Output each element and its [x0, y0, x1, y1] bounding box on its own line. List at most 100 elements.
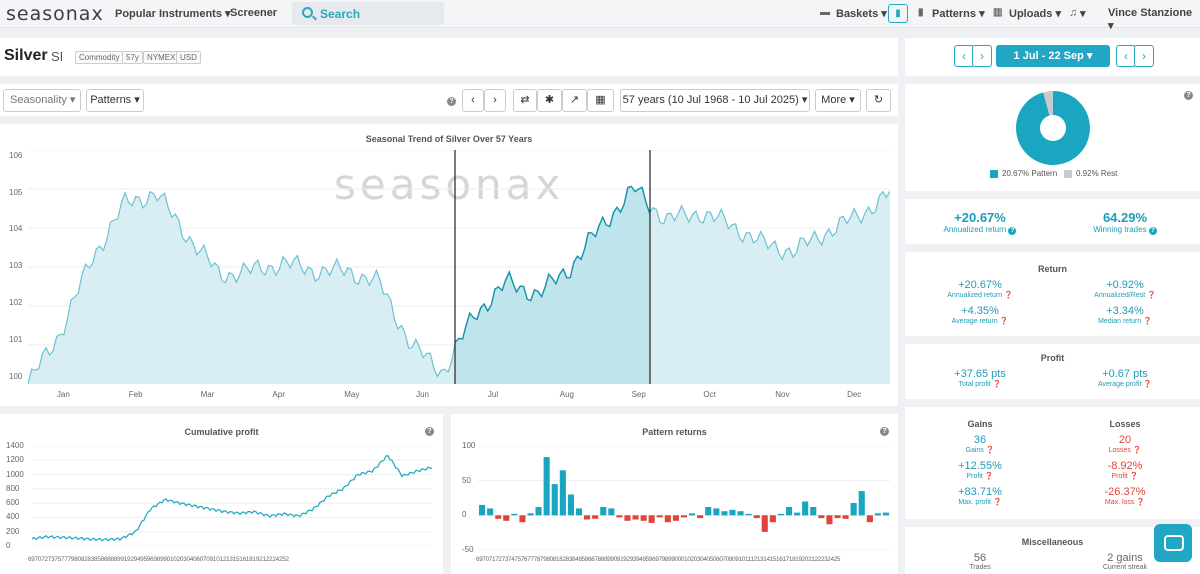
reset-icon[interactable]: ↻ — [866, 89, 891, 112]
return-bar[interactable] — [648, 515, 655, 523]
return-bar[interactable] — [624, 515, 631, 521]
return-bar[interactable] — [858, 491, 865, 516]
return-bar[interactable] — [850, 502, 857, 516]
return-bar[interactable] — [592, 515, 599, 519]
return-bar[interactable] — [656, 515, 663, 518]
return-bar[interactable] — [745, 513, 752, 516]
chevron-right-icon[interactable]: › — [484, 89, 506, 112]
pattern-returns-bar-chart[interactable] — [478, 446, 890, 550]
return-bar[interactable] — [882, 512, 889, 516]
return-bar[interactable] — [640, 515, 647, 521]
return-bar[interactable] — [527, 513, 534, 516]
help-icon[interactable]: ❓ — [999, 318, 1009, 325]
help-icon[interactable]: ❓ — [1129, 473, 1139, 480]
return-bar[interactable] — [810, 507, 817, 516]
help-icon[interactable]: ? — [1008, 227, 1017, 235]
return-bar[interactable] — [608, 508, 615, 516]
chat-support-button[interactable] — [1154, 524, 1192, 562]
notifications-dropdown[interactable]: ▾ — [1080, 8, 1086, 20]
return-bar[interactable] — [842, 515, 849, 519]
shift-forward-button[interactable]: › — [1134, 45, 1154, 67]
return-bar[interactable] — [503, 515, 510, 521]
patterns-dropdown[interactable]: Patterns ▾ — [86, 89, 144, 112]
seasonal-line-chart[interactable] — [28, 150, 890, 384]
search-box[interactable]: Search — [292, 2, 444, 25]
seasonality-dropdown[interactable]: Seasonality ▾ — [3, 89, 81, 112]
help-icon[interactable]: ❓ — [1147, 292, 1156, 299]
return-bar[interactable] — [761, 515, 768, 532]
uploads-menu[interactable]: Uploads ▾ — [1009, 8, 1061, 20]
help-icon[interactable]: ❓ — [1143, 318, 1152, 325]
return-bar[interactable] — [543, 457, 550, 516]
return-bar[interactable] — [753, 515, 760, 519]
return-bar[interactable] — [487, 508, 494, 516]
help-icon[interactable]: ❓ — [1136, 499, 1146, 506]
return-bar[interactable] — [616, 515, 623, 518]
help-icon[interactable]: ? — [880, 427, 889, 436]
return-bar[interactable] — [818, 515, 825, 519]
return-bar[interactable] — [681, 515, 688, 518]
return-bar[interactable] — [495, 515, 502, 519]
return-bar[interactable] — [559, 470, 566, 516]
return-bar[interactable] — [584, 515, 591, 520]
help-icon[interactable]: ? — [447, 97, 456, 106]
return-bar[interactable] — [519, 515, 526, 523]
return-bar[interactable] — [575, 508, 582, 516]
help-icon[interactable]: ? — [1148, 227, 1157, 235]
shift-back-button[interactable]: ‹ — [1116, 45, 1136, 67]
return-bar[interactable] — [567, 494, 574, 516]
return-bar[interactable] — [769, 515, 776, 523]
return-bar[interactable] — [713, 508, 720, 516]
cumulative-line-chart[interactable] — [32, 446, 432, 546]
years-range-dropdown[interactable]: 57 years (10 Jul 1968 - 10 Jul 2025) ▾ — [620, 89, 810, 112]
popular-instruments-menu[interactable]: Popular Instruments ▾ — [115, 8, 231, 20]
return-bar[interactable] — [826, 515, 833, 525]
seasonax-logo[interactable]: seasonax — [6, 3, 104, 25]
return-bar[interactable] — [786, 507, 793, 516]
help-icon[interactable]: ? — [1184, 91, 1193, 100]
pattern-pie-chart[interactable] — [1014, 89, 1092, 167]
return-bar[interactable] — [866, 515, 873, 523]
return-bar[interactable] — [705, 507, 712, 516]
help-icon[interactable]: ❓ — [1143, 381, 1153, 388]
help-icon[interactable]: ❓ — [984, 473, 994, 480]
return-bar[interactable] — [721, 511, 728, 516]
return-bar[interactable] — [600, 507, 607, 516]
return-bar[interactable] — [535, 507, 542, 516]
date-range-selector[interactable]: 1 Jul - 22 Sep ▾ — [996, 45, 1110, 67]
help-icon[interactable]: ❓ — [1132, 447, 1142, 454]
help-icon[interactable]: ? — [425, 427, 434, 436]
help-icon[interactable]: ❓ — [985, 447, 995, 454]
patterns-menu[interactable]: Patterns ▾ — [932, 8, 985, 20]
return-bar[interactable] — [729, 509, 736, 516]
return-bar[interactable] — [664, 515, 671, 523]
help-icon[interactable]: ❓ — [992, 381, 1002, 388]
return-bar[interactable] — [551, 484, 558, 516]
return-bar[interactable] — [689, 513, 696, 516]
return-bar[interactable] — [777, 513, 784, 516]
return-bar[interactable] — [794, 512, 801, 516]
screener-link[interactable]: Screener — [230, 7, 278, 19]
swap-icon[interactable]: ⇄ — [513, 89, 537, 112]
more-dropdown[interactable]: More ▾ — [815, 89, 861, 112]
next-range-button[interactable]: › — [972, 45, 992, 67]
line-chart-icon[interactable]: ↗ — [562, 89, 587, 112]
chevron-left-icon[interactable]: ‹ — [462, 89, 484, 112]
return-bar[interactable] — [737, 511, 744, 516]
return-bar[interactable] — [511, 513, 518, 516]
prev-range-button[interactable]: ‹ — [954, 45, 974, 67]
help-icon[interactable]: ❓ — [992, 499, 1002, 506]
return-bar[interactable] — [834, 515, 841, 519]
return-bar[interactable] — [874, 513, 881, 516]
baskets-menu[interactable]: Baskets ▾ — [836, 8, 887, 20]
bookmark-icon[interactable]: ▮ — [888, 4, 908, 23]
return-bar[interactable] — [697, 515, 704, 519]
help-icon[interactable]: ❓ — [1004, 292, 1013, 299]
bell-icon[interactable]: ♫ — [1069, 7, 1078, 19]
bug-icon[interactable]: ✱ — [537, 89, 562, 112]
user-menu[interactable]: Vince Stanzione ▾ — [1108, 7, 1193, 32]
search-input[interactable]: Search — [320, 7, 361, 21]
return-bar[interactable] — [632, 515, 639, 520]
return-bar[interactable] — [479, 504, 486, 516]
return-bar[interactable] — [802, 501, 809, 516]
